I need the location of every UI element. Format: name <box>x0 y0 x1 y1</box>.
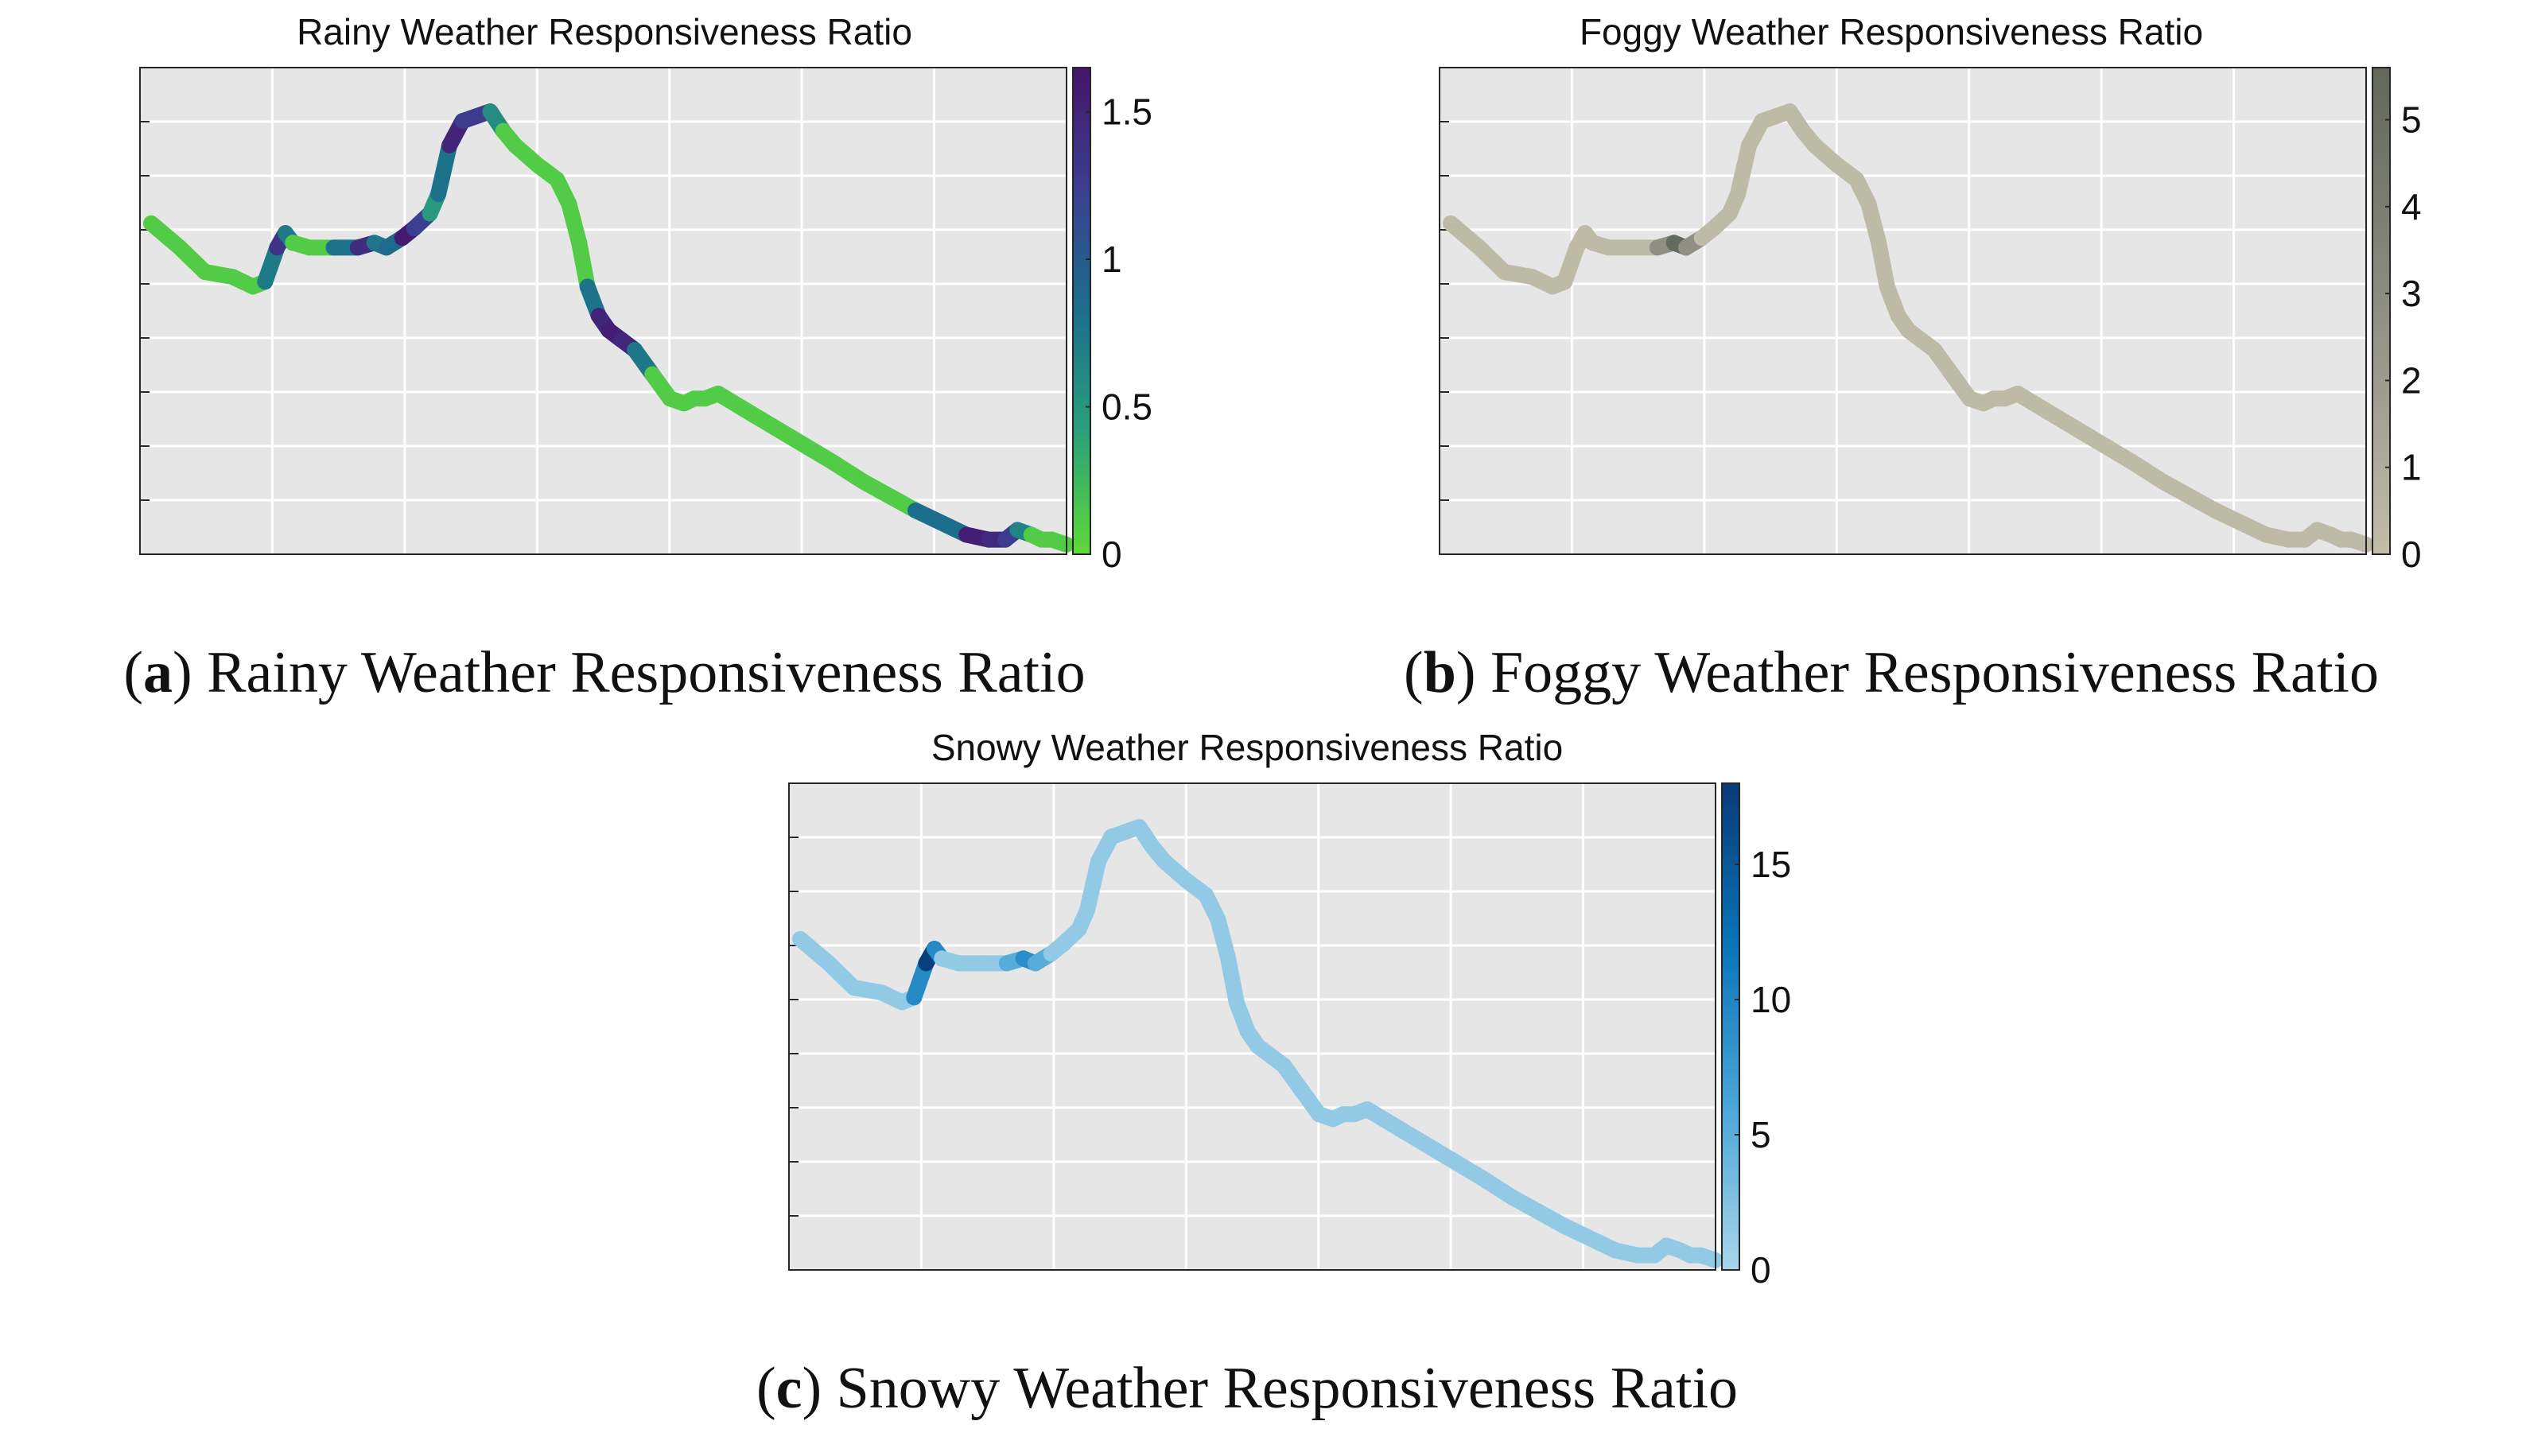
panel-caption: (c) Snowy Weather Responsiveness Ratio <box>756 1356 1738 1421</box>
panel-caption: (a) Rainy Weather Responsiveness Ratio <box>123 640 1085 705</box>
panel-snowy: Snowy Weather Responsiveness Ratio 0 5 10 1… <box>756 727 1791 1421</box>
line-segment <box>1556 1217 1624 1259</box>
colorbar <box>1721 782 1740 1271</box>
caption-letter: a <box>143 640 173 705</box>
line-segment <box>1079 852 1107 918</box>
colorbar-tick-label: 0 <box>1751 1249 1771 1291</box>
colorbar-tick-label: 3 <box>2401 273 2422 314</box>
caption-text: Snowy Weather Responsiveness Ratio <box>837 1356 1738 1421</box>
colorbar-tick-label: 15 <box>1751 844 1791 885</box>
caption-letter: b <box>1424 640 1456 705</box>
colorbar-tick-label: 4 <box>2401 186 2422 227</box>
colorbar-tick-label: 0.5 <box>1102 386 1152 428</box>
colorbar-tick-label: 5 <box>1751 1114 1771 1155</box>
panel-foggy: Foggy Weather Responsiveness Ratio 0 1 2 3 4… <box>1404 11 2422 705</box>
colorbar <box>1072 67 1091 555</box>
line-segment <box>1503 1189 1573 1234</box>
line-segment <box>907 502 975 543</box>
caption-text: Rainy Weather Responsiveness Ratio <box>207 640 1086 705</box>
colorbar-tick-label: 2 <box>2401 359 2422 401</box>
caption-letter: c <box>776 1356 802 1421</box>
colorbar-tick-label: 1 <box>2401 447 2422 488</box>
line-segment <box>430 137 458 203</box>
axes-box <box>788 782 1716 1271</box>
caption-text: Foggy Weather Responsiveness Ratio <box>1490 640 2379 705</box>
line-segment <box>2343 531 2374 553</box>
colorbar-tick-label: 1 <box>1102 239 1122 280</box>
colorbar-tick-label: 0 <box>2401 534 2422 575</box>
colorbar-tick-label: 1.5 <box>1102 91 1152 133</box>
chart-title: Rainy Weather Responsiveness Ratio <box>297 11 912 52</box>
line-segment <box>854 473 924 518</box>
line-segment <box>1730 137 1758 203</box>
chart-title: Foggy Weather Responsiveness Ratio <box>1580 11 2203 52</box>
line-segment <box>2207 502 2275 543</box>
colorbar <box>2372 67 2391 555</box>
line-segment <box>2154 473 2224 518</box>
colorbar-tick-label: 10 <box>1751 979 1791 1020</box>
panel-caption: (b) Foggy Weather Responsiveness Ratio <box>1404 640 2379 705</box>
chart-title: Snowy Weather Responsiveness Ratio <box>931 727 1563 768</box>
line-segment <box>1692 1247 1723 1268</box>
line-segment <box>1043 531 1074 553</box>
axes-box <box>1439 67 2367 555</box>
panel-rainy: Rainy Weather Responsiveness Ratio 0 0.5 1… <box>123 11 1152 705</box>
colorbar-tick-label: 5 <box>2401 99 2422 141</box>
colorbar-tick-label: 0 <box>1102 534 1122 575</box>
axes-box <box>139 67 1067 555</box>
